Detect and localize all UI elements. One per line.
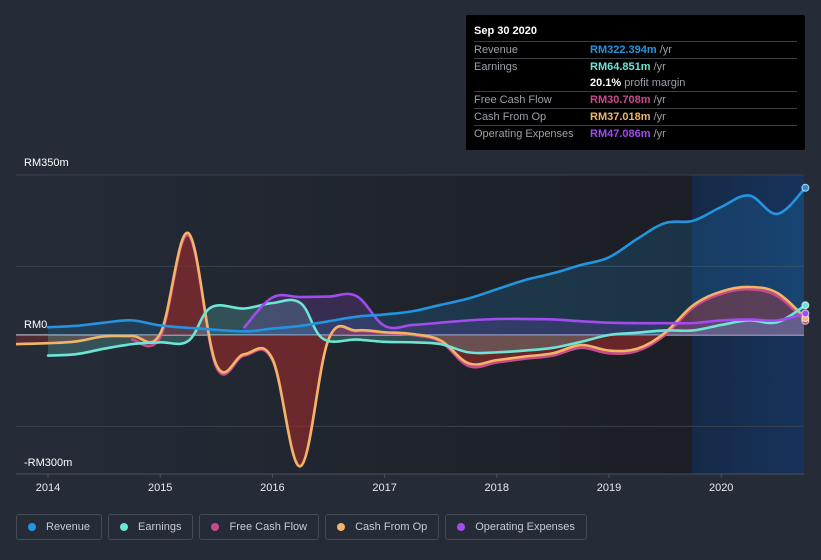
tooltip-value: RM30.708m xyxy=(590,94,651,106)
revenue-endpoint xyxy=(801,183,810,192)
earnings-line xyxy=(46,298,804,357)
x-tick-label: 2017 xyxy=(372,482,396,494)
earnings-endpoint xyxy=(801,301,810,310)
operating-expenses-line xyxy=(243,292,804,330)
tooltip-label: Operating Expenses xyxy=(474,128,574,140)
operating-expenses-area xyxy=(244,293,804,335)
operating-expenses-endpoint xyxy=(801,309,810,318)
x-tick-label: 2020 xyxy=(709,482,733,494)
legend-item-free-cash-flow[interactable]: Free Cash Flow xyxy=(199,514,320,540)
tooltip-row-operating-expenses: Operating Expenses RM47.086m /yr xyxy=(474,125,797,142)
y-tick-label: -RM300m xyxy=(24,457,72,469)
tooltip-unit: /yr xyxy=(650,128,666,140)
tooltip-label xyxy=(474,75,590,91)
legend-label: Revenue xyxy=(46,521,91,533)
x-tick-label: 2014 xyxy=(36,482,60,494)
tooltip-row-earnings: Earnings RM64.851m /yr xyxy=(474,58,797,75)
x-tick-label: 2015 xyxy=(148,482,172,494)
tooltip-row-cash-from-op: Cash From Op RM37.018m /yr xyxy=(474,108,797,125)
legend-item-revenue[interactable]: Revenue xyxy=(16,514,103,540)
tooltip-value: RM37.018m xyxy=(590,111,651,123)
legend-dot-icon xyxy=(120,523,129,531)
series-endpoints xyxy=(801,183,810,325)
tooltip-unit: /yr xyxy=(650,61,666,73)
legend-label: Operating Expenses xyxy=(475,521,575,533)
legend-dot-icon xyxy=(211,523,220,531)
y-tick-label: RM0 xyxy=(24,319,47,331)
legend: Revenue Earnings Free Cash Flow Cash Fro… xyxy=(16,514,587,540)
tooltip: Sep 30 2020 Revenue RM322.394m /yr Earni… xyxy=(466,15,805,150)
y-tick-label: RM350m xyxy=(24,157,69,169)
legend-label: Free Cash Flow xyxy=(229,521,308,533)
legend-item-earnings[interactable]: Earnings xyxy=(108,514,194,540)
tooltip-unit: profit margin xyxy=(621,77,686,89)
legend-dot-icon xyxy=(457,523,466,531)
x-tick-label: 2019 xyxy=(597,482,621,494)
forecast-region xyxy=(692,175,804,474)
tooltip-row-revenue: Revenue RM322.394m /yr xyxy=(474,41,797,58)
series-areas xyxy=(16,189,804,467)
x-tick-label: 2016 xyxy=(260,482,284,494)
x-tick-label: 2018 xyxy=(485,482,509,494)
revenue-area xyxy=(48,189,804,335)
tooltip-date: Sep 30 2020 xyxy=(474,25,537,37)
tooltip-unit: /yr xyxy=(650,111,666,123)
tooltip-value: 20.1% xyxy=(590,77,622,89)
legend-label: Cash From Op xyxy=(355,521,428,533)
legend-item-cash-from-op[interactable]: Cash From Op xyxy=(325,514,440,540)
plot-background xyxy=(16,175,692,474)
tooltip-unit: /yr xyxy=(650,94,666,106)
tooltip-label: Free Cash Flow xyxy=(474,94,552,106)
x-axis: 2014 2015 2016 2017 2018 2019 2020 xyxy=(36,474,733,494)
legend-dot-icon xyxy=(28,523,36,531)
earnings-area xyxy=(48,299,804,356)
tooltip-unit: /yr xyxy=(656,44,672,56)
tooltip-row-free-cash-flow: Free Cash Flow RM30.708m /yr xyxy=(474,91,797,108)
tooltip-value: RM64.851m xyxy=(590,61,651,73)
tooltip-label: Cash From Op xyxy=(474,111,547,123)
free-cash-flow-area xyxy=(132,235,804,467)
legend-dot-icon xyxy=(337,523,346,531)
legend-item-operating-expenses[interactable]: Operating Expenses xyxy=(445,514,587,540)
y-axis: RM350m RM0 -RM300m xyxy=(24,157,72,469)
tooltip-label: Earnings xyxy=(474,61,518,73)
cash-from-op-line xyxy=(16,231,804,468)
series-lines xyxy=(16,187,804,468)
tooltip-row-profit-margin: 20.1% profit margin xyxy=(474,75,797,91)
tooltip-value: RM322.394m xyxy=(590,44,657,56)
tooltip-value: RM47.086m xyxy=(590,128,651,140)
legend-label: Earnings xyxy=(138,521,182,533)
tooltip-label: Revenue xyxy=(474,44,519,56)
revenue-line xyxy=(46,187,804,333)
